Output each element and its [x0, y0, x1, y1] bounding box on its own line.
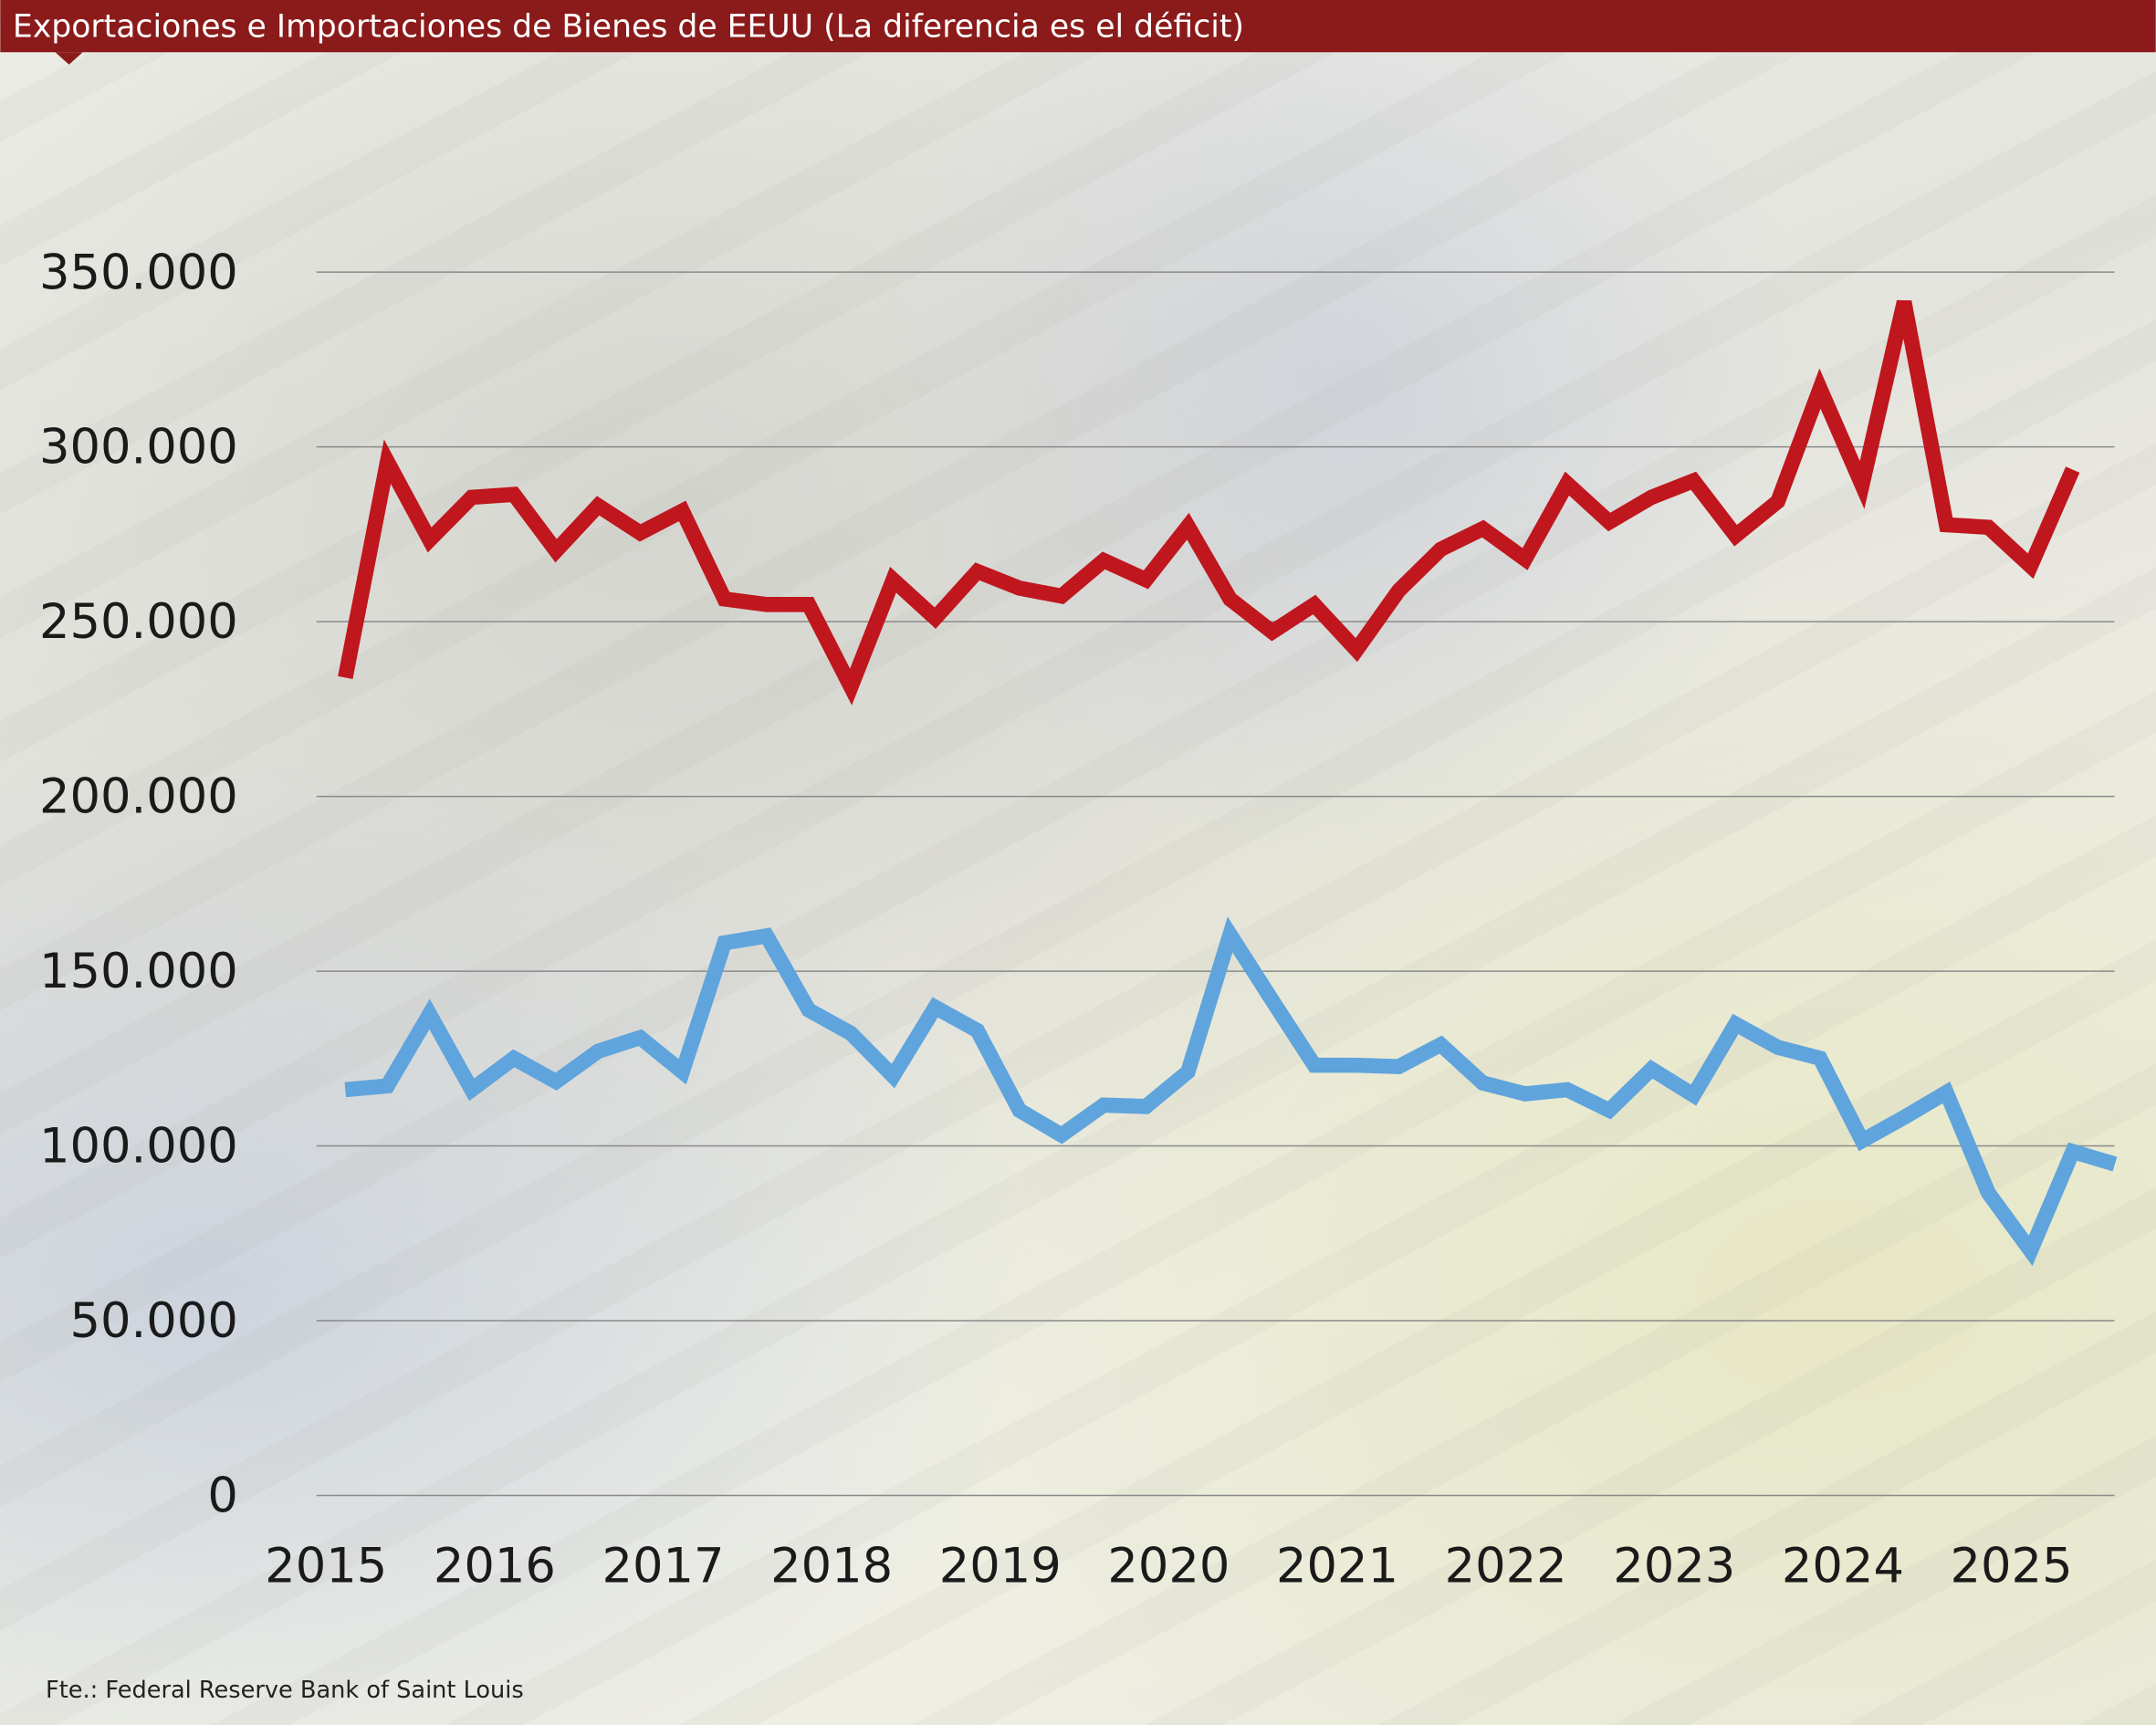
source-note: Fte.: Federal Reserve Bank of Saint Loui… [46, 1677, 524, 1704]
y-tick-label: 350.000 [39, 245, 238, 300]
x-tick-label: 2018 [770, 1538, 893, 1594]
x-tick-label: 2022 [1445, 1538, 1567, 1594]
series-line-importaciones [338, 299, 2080, 706]
x-tick-label: 2021 [1276, 1538, 1398, 1594]
x-tick-label: 2016 [434, 1538, 556, 1594]
x-tick-label: 2023 [1613, 1538, 1735, 1594]
x-tick-label: 2019 [939, 1538, 1062, 1594]
y-tick-label: 250.000 [39, 594, 238, 650]
y-tick-label: 100.000 [39, 1119, 238, 1175]
y-tick-label: 300.000 [39, 420, 238, 476]
x-tick-label: 2017 [602, 1538, 724, 1594]
title-pointer [55, 52, 83, 65]
y-tick-label: 50.000 [69, 1293, 237, 1349]
x-tick-label: 2024 [1782, 1538, 1904, 1594]
title-bar [0, 0, 2156, 53]
x-tick-label: 2020 [1107, 1538, 1230, 1594]
x-tick-label: 2025 [1951, 1538, 2073, 1594]
y-tick-label: 150.000 [39, 944, 238, 999]
series-line-exportaciones [344, 916, 2118, 1267]
chart-title: Exportaciones e Importaciones de Bienes … [13, 9, 1244, 46]
y-tick-label: 200.000 [39, 769, 238, 825]
x-tick-label: 2015 [265, 1538, 387, 1594]
y-tick-label: 0 [207, 1469, 238, 1524]
